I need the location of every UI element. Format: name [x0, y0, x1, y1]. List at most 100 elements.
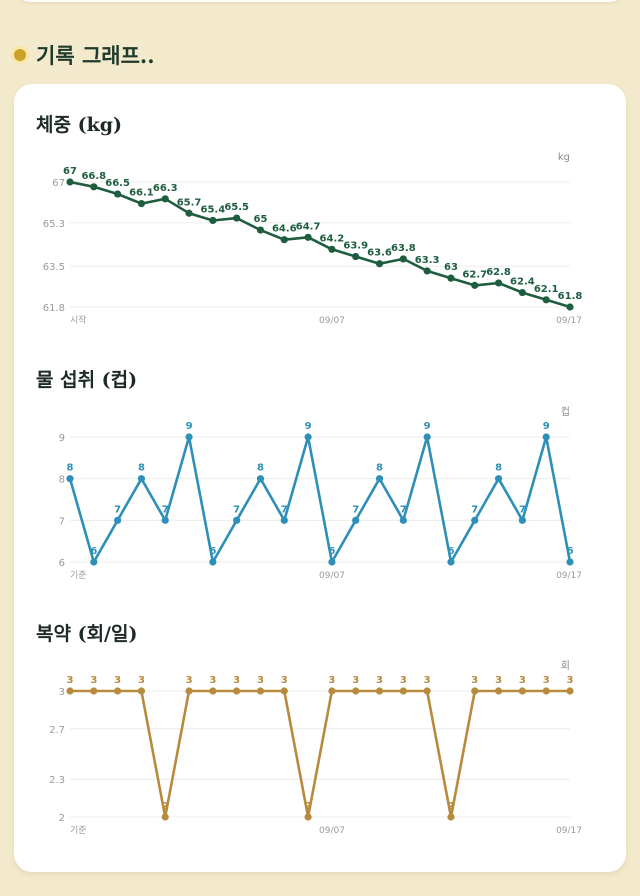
- meds-data-label: 3: [352, 675, 359, 686]
- water-data-point: [114, 516, 122, 524]
- water-y-tick: 9: [59, 433, 65, 444]
- water-data-label: 6: [447, 546, 454, 557]
- weight-data-point: [185, 209, 193, 217]
- meds-data-label: 3: [186, 675, 193, 686]
- water-data-label: 9: [424, 421, 431, 432]
- water-data-point: [352, 516, 360, 524]
- water-data-label: 9: [543, 421, 550, 432]
- weight-y-tick: 65.3: [43, 219, 65, 230]
- meds-data-label: 3: [281, 675, 288, 686]
- weight-series-line: [69, 180, 571, 309]
- weight-y-tick: 61.8: [43, 303, 65, 314]
- meds-data-point: [114, 687, 122, 695]
- weight-data-label: 63.8: [391, 243, 416, 254]
- weight-data-point: [304, 233, 312, 241]
- meds-data-label: 3: [519, 675, 526, 686]
- meds-data-label: 3: [328, 675, 335, 686]
- meds-data-point: [256, 687, 265, 695]
- water-data-point: [137, 475, 146, 483]
- weight-data-label: 63: [444, 262, 458, 273]
- water-data-label: 7: [352, 504, 359, 515]
- meds-data-point: [566, 687, 574, 695]
- bullet-icon: [14, 49, 26, 61]
- meds-data-label: 3: [424, 675, 431, 686]
- meds-y-tick: 2.7: [49, 725, 65, 736]
- weight-data-label: 65.5: [224, 202, 249, 213]
- water-data-label: 7: [114, 504, 121, 515]
- weight-data-label: 62.8: [486, 267, 511, 278]
- water-chart: 9 8 7 6 컵기준 09/07 09/17 8 6 7 8 7 9 6 7 8 7 9 6 7 8 7 9 6 7 8 7 9 6: [59, 405, 582, 581]
- meds-data-label: 3: [400, 675, 407, 686]
- weight-data-point: [209, 216, 217, 225]
- water-data-point: [304, 433, 312, 441]
- graph-card: 체중 (kg) 물 섭취 (컵) 복약 (회/일) 67 65.3 63.5 61.8…: [14, 84, 626, 872]
- water-chart-title: 물 섭취 (컵): [36, 369, 138, 391]
- meds-data-point: [352, 687, 360, 695]
- water-data-point: [518, 516, 526, 524]
- water-data-point: [185, 433, 193, 441]
- water-data-label: 8: [138, 463, 145, 474]
- water-unit-label: 컵: [561, 405, 570, 418]
- weight-x-tick: 09/17: [556, 316, 582, 326]
- weight-x-tick: 시작: [70, 315, 87, 326]
- water-data-point: [161, 516, 169, 524]
- weight-data-point: [423, 267, 431, 275]
- meds-data-label: 3: [138, 675, 145, 686]
- weight-chart-title: 체중 (kg): [36, 114, 123, 136]
- weight-data-point: [161, 195, 169, 203]
- water-data-label: 7: [519, 504, 526, 515]
- meds-data-point: [90, 687, 98, 695]
- meds-data-label: 3: [233, 675, 240, 686]
- meds-data-point: [280, 687, 288, 695]
- meds-data-label: 3: [114, 675, 121, 686]
- weight-data-point: [256, 226, 265, 234]
- meds-data-point: [209, 687, 217, 695]
- meds-data-label: 3: [376, 675, 383, 686]
- weight-data-label: 63.6: [367, 248, 392, 259]
- water-data-label: 8: [67, 463, 74, 474]
- water-data-label: 7: [471, 504, 478, 515]
- water-y-tick: 6: [59, 558, 65, 569]
- weight-data-label: 62.7: [462, 269, 487, 280]
- weight-data-label: 64.6: [272, 224, 297, 235]
- meds-unit-label: 회: [561, 660, 570, 672]
- weight-data-label: 67: [63, 166, 77, 177]
- water-data-point: [566, 558, 574, 566]
- weight-data-point: [352, 252, 360, 261]
- weight-y-tick: 63.5: [43, 262, 65, 273]
- water-data-label: 6: [209, 546, 216, 557]
- meds-data-label: 2: [162, 801, 169, 812]
- water-data-label: 6: [567, 546, 574, 557]
- meds-x-tick: 기준: [70, 825, 87, 836]
- meds-y-tick: 2.3: [49, 775, 65, 786]
- water-data-point: [90, 558, 98, 566]
- meds-data-point: [137, 687, 146, 695]
- weight-data-point: [471, 281, 479, 289]
- meds-y-tick: 3: [59, 687, 65, 698]
- weight-data-point: [375, 260, 384, 268]
- meds-data-point: [471, 687, 479, 695]
- weight-data-point: [328, 245, 336, 253]
- meds-data-point: [447, 813, 455, 821]
- water-data-point: [423, 433, 431, 441]
- meds-data-label: 3: [543, 675, 550, 686]
- meds-data-point: [542, 687, 550, 695]
- weight-data-label: 61.8: [558, 291, 583, 302]
- water-data-label: 6: [328, 546, 335, 557]
- water-y-tick: 8: [59, 475, 65, 486]
- meds-y-tick: 2: [59, 813, 65, 824]
- meds-data-point: [185, 687, 193, 695]
- meds-data-label: 3: [495, 675, 502, 686]
- weight-data-point: [66, 178, 74, 186]
- water-data-point: [471, 516, 479, 524]
- weight-data-point: [494, 279, 503, 287]
- meds-chart-title: 복약 (회/일): [36, 623, 138, 645]
- water-data-label: 8: [495, 463, 502, 474]
- water-data-label: 9: [186, 421, 193, 432]
- weight-data-point: [566, 303, 574, 311]
- water-data-label: 8: [376, 463, 383, 474]
- water-data-point: [494, 475, 503, 483]
- meds-data-point: [494, 687, 503, 695]
- meds-data-label: 3: [567, 675, 574, 686]
